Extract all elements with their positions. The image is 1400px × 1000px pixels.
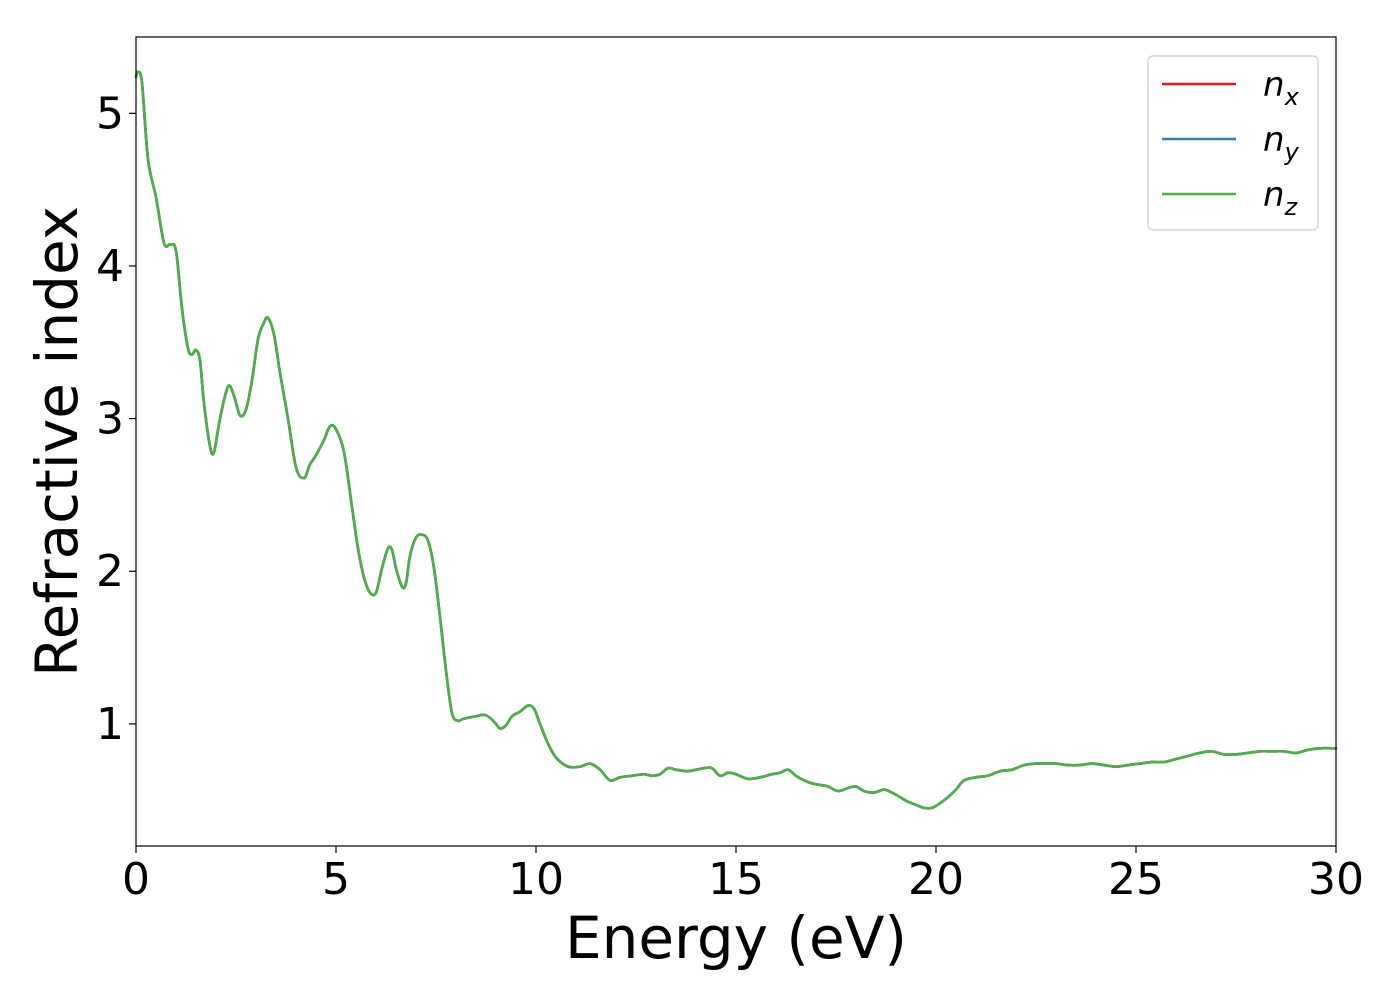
y-tick-label: 1 <box>96 699 124 750</box>
x-tick-label: 15 <box>708 854 764 905</box>
y-axis-label: Refractive index <box>23 206 91 677</box>
x-tick-label: 30 <box>1308 854 1364 905</box>
y-tick-label: 4 <box>96 241 124 292</box>
axis-ticks: 0 5 10 15 20 25 30 1 2 3 4 5 <box>96 88 1364 905</box>
x-tick-label: 25 <box>1108 854 1164 905</box>
x-tick-label: 5 <box>322 854 350 905</box>
plot-frame <box>135 36 1337 847</box>
legend-label-subscript: y <box>1284 138 1300 166</box>
x-tick-label: 20 <box>908 854 964 905</box>
legend-label-base: n <box>1263 120 1285 160</box>
legend-label-base: n <box>1263 175 1285 215</box>
x-tick-label: 10 <box>508 854 564 905</box>
legend-label-subscript: x <box>1284 83 1300 111</box>
legend-label-subscript: z <box>1284 193 1299 221</box>
legend-label: nz <box>1263 175 1299 221</box>
x-tick-label: 0 <box>122 854 150 905</box>
y-tick-label: 3 <box>96 394 124 445</box>
series-lines <box>134 70 1338 810</box>
series-line-n-z <box>134 70 1338 810</box>
x-axis-label: Energy (eV) <box>565 904 907 972</box>
y-tick-label: 5 <box>96 88 124 139</box>
legend-label: ny <box>1263 120 1300 166</box>
legend-label: nx <box>1263 65 1300 111</box>
legend-label-base: n <box>1263 65 1285 105</box>
y-tick-label: 2 <box>96 546 124 597</box>
legend-box <box>1147 55 1319 231</box>
